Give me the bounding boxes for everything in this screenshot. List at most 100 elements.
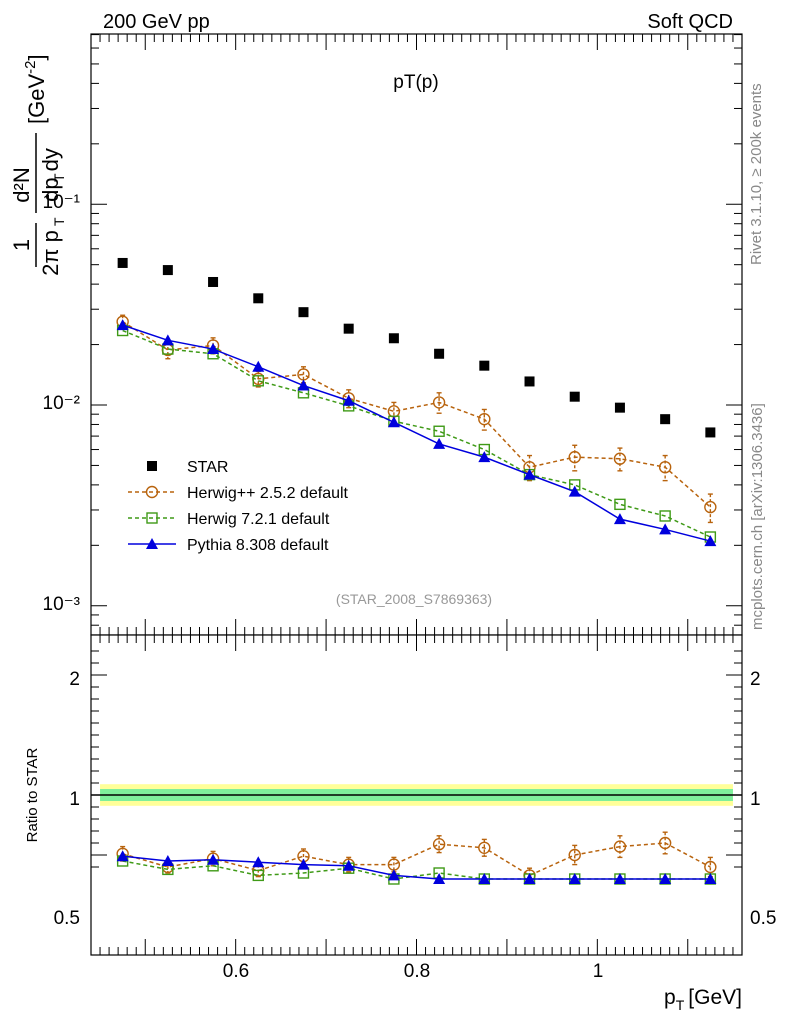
y-label-frac2-den: dp dy <box>38 148 63 202</box>
ratio-point-pythia-8-308-default <box>161 855 174 866</box>
point-star <box>705 427 716 438</box>
point-herwig-7-2-1-default <box>252 375 264 387</box>
ratio-point-pythia-8-308-default <box>704 873 717 884</box>
ratio-point-pythia-8-308-default <box>207 853 220 865</box>
point-pythia-8-308-default <box>568 485 581 497</box>
point-star <box>253 293 264 304</box>
y-tick-label-1e-3: 10⁻³ <box>43 594 81 615</box>
point-pythia-8-308-default <box>116 319 129 331</box>
point-pythia-8-308-default <box>433 437 446 449</box>
x-tick-label-1: 1 <box>593 961 604 982</box>
ratio-point-pythia-8-308-default <box>387 869 400 881</box>
point-star <box>569 391 580 402</box>
y-tick-label-1e-1: 10⁻¹ <box>43 192 81 213</box>
ratio-point-herwig-2-5-2-default <box>568 848 581 862</box>
point-star <box>479 360 490 371</box>
ratio-series-group <box>116 831 717 885</box>
point-herwig-2-5-2-default <box>658 460 672 474</box>
point-herwig-7-2-1-default <box>433 425 445 437</box>
point-herwig-2-5-2-default <box>432 396 446 409</box>
ratio-point-pythia-8-308-default <box>433 873 446 884</box>
point-pythia-8-308-default <box>387 416 400 428</box>
ratio-y-label: Ratio to STAR <box>24 747 41 842</box>
ratio-point-pythia-8-308-default <box>342 859 355 871</box>
point-star <box>660 414 671 425</box>
legend: STAR Herwig++ 2.5.2 default Herwig 7.2.1 d… <box>128 459 349 554</box>
side-label-mcplots: mcplots.cern.ch [arXiv:1306.3436] <box>749 403 766 630</box>
ratio-point-herwig-2-5-2-default <box>478 841 491 854</box>
legend-marker-pythia-8-308-default <box>146 538 158 549</box>
ratio-panel: 2 1 0.5 2 1 0.5 Ratio to STAR 0.6 0.8 1 … <box>24 634 776 1013</box>
ratio-y-tick-05-left: 0.5 <box>54 908 80 929</box>
point-pythia-8-308-default <box>659 523 672 535</box>
point-star <box>298 307 309 318</box>
main-y-ticks <box>91 34 742 626</box>
legend-marker-herwig-7-2-1-default <box>146 512 158 524</box>
y-label-frac2-num: d²N <box>9 167 34 202</box>
series-line-pythia-8-308-default <box>122 324 711 542</box>
point-pythia-8-308-default <box>613 513 626 525</box>
point-pythia-8-308-default <box>161 334 174 346</box>
y-label-frac1-num: 1 <box>9 239 34 251</box>
point-herwig-2-5-2-default <box>704 500 717 514</box>
point-herwig-2-5-2-default <box>613 452 627 465</box>
ratio-point-herwig-7-2-1-default <box>252 869 264 882</box>
series-line-herwig-7-2-1-default <box>122 329 711 538</box>
x-axis-label: pT [GeV] <box>664 986 742 1013</box>
main-x-ticks <box>99 34 734 635</box>
ratio-y-tick-05-right: 0.5 <box>750 908 776 929</box>
legend-marker-star <box>147 461 157 471</box>
ratio-point-pythia-8-308-default <box>568 873 581 884</box>
y-tick-label-1e-2: 10⁻² <box>43 393 81 414</box>
point-star <box>434 348 445 359</box>
header-right: Soft QCD <box>647 11 733 33</box>
point-star <box>343 323 354 334</box>
main-series-group <box>116 257 717 547</box>
ratio-point-pythia-8-308-default <box>297 858 310 870</box>
y-label-frac1-den: 2π p <box>38 230 63 276</box>
point-pythia-8-308-default <box>704 535 717 547</box>
ratio-point-pythia-8-308-default <box>478 873 491 884</box>
y-label-unit: [GeV-2] <box>22 54 49 124</box>
ratio-y-tick-1-left: 1 <box>69 789 80 810</box>
ratio-point-herwig-2-5-2-default <box>658 836 672 850</box>
series-line-herwig-2-5-2-default <box>122 321 711 508</box>
point-herwig-7-2-1-default <box>659 510 671 522</box>
ratio-ticks <box>91 635 742 955</box>
point-pythia-8-308-default <box>297 379 310 391</box>
point-pythia-8-308-default <box>478 451 491 463</box>
ratio-point-pythia-8-308-default <box>659 873 672 884</box>
y-label-sub-1: T <box>51 217 67 226</box>
point-herwig-2-5-2-default <box>568 450 581 464</box>
ratio-point-herwig-2-5-2-default <box>613 840 627 853</box>
ratio-y-tick-2-right: 2 <box>750 669 761 690</box>
legend-label-pythia-8-308-default: Pythia 8.308 default <box>187 537 329 554</box>
point-herwig-7-2-1-default <box>614 498 626 511</box>
ratio-y-tick-1-right: 1 <box>750 789 761 810</box>
main-y-axis-label: 1 2π p T d²N dp dy T [GeV-2] <box>9 54 67 275</box>
point-star <box>614 402 625 413</box>
ratio-point-pythia-8-308-default <box>613 873 626 884</box>
ratio-y-tick-2-left: 2 <box>69 669 80 690</box>
ratio-point-pythia-8-308-default <box>523 873 536 884</box>
main-frame <box>90 33 743 636</box>
legend-marker-herwig-2-5-2-default <box>145 485 159 499</box>
ratio-line-herwig-7-2-1-default <box>122 860 711 880</box>
point-pythia-8-308-default <box>342 394 355 406</box>
y-label-sub-2: T <box>51 173 67 182</box>
analysis-watermark: (STAR_2008_S7869363) <box>336 591 492 607</box>
x-tick-label-0.6: 0.6 <box>223 961 249 982</box>
point-herwig-2-5-2-default <box>478 412 491 426</box>
main-title: pT(p) <box>393 72 438 93</box>
ratio-point-herwig-2-5-2-default <box>704 860 717 874</box>
ratio-point-pythia-8-308-default <box>252 856 265 868</box>
ratio-line-pythia-8-308-default <box>122 855 711 880</box>
ratio-point-herwig-2-5-2-default <box>432 838 446 851</box>
legend-label-herwig-2-5-2-default: Herwig++ 2.5.2 default <box>187 485 349 502</box>
point-star <box>117 257 128 268</box>
point-pythia-8-308-default <box>252 360 265 372</box>
header-left: 200 GeV pp <box>103 11 210 33</box>
ratio-band-group <box>91 784 742 806</box>
point-star <box>524 376 535 387</box>
